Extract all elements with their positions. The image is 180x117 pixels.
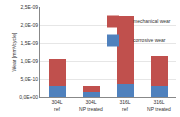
svg-text:0,0E+00: 0,0E+00 [19, 94, 38, 100]
svg-text:corrosive wear: corrosive wear [133, 37, 166, 43]
svg-text:2,0E-09: 2,0E-09 [20, 22, 38, 28]
svg-text:304LNP treated: 304LNP treated [79, 99, 103, 112]
svg-text:316Lref: 316Lref [119, 99, 130, 112]
svg-text:1,0E-09: 1,0E-09 [20, 58, 38, 64]
svg-text:304Lref: 304Lref [51, 99, 62, 112]
svg-text:2,5E-09: 2,5E-09 [20, 4, 38, 10]
svg-text:mechanical wear: mechanical wear [133, 18, 171, 24]
svg-text:316LNP treated: 316LNP treated [147, 99, 171, 112]
svg-text:Wear [mm³/cycle]: Wear [mm³/cycle] [11, 32, 17, 71]
svg-text:5,0E-10: 5,0E-10 [20, 76, 38, 82]
svg-text:1,5E-09: 1,5E-09 [20, 40, 38, 46]
